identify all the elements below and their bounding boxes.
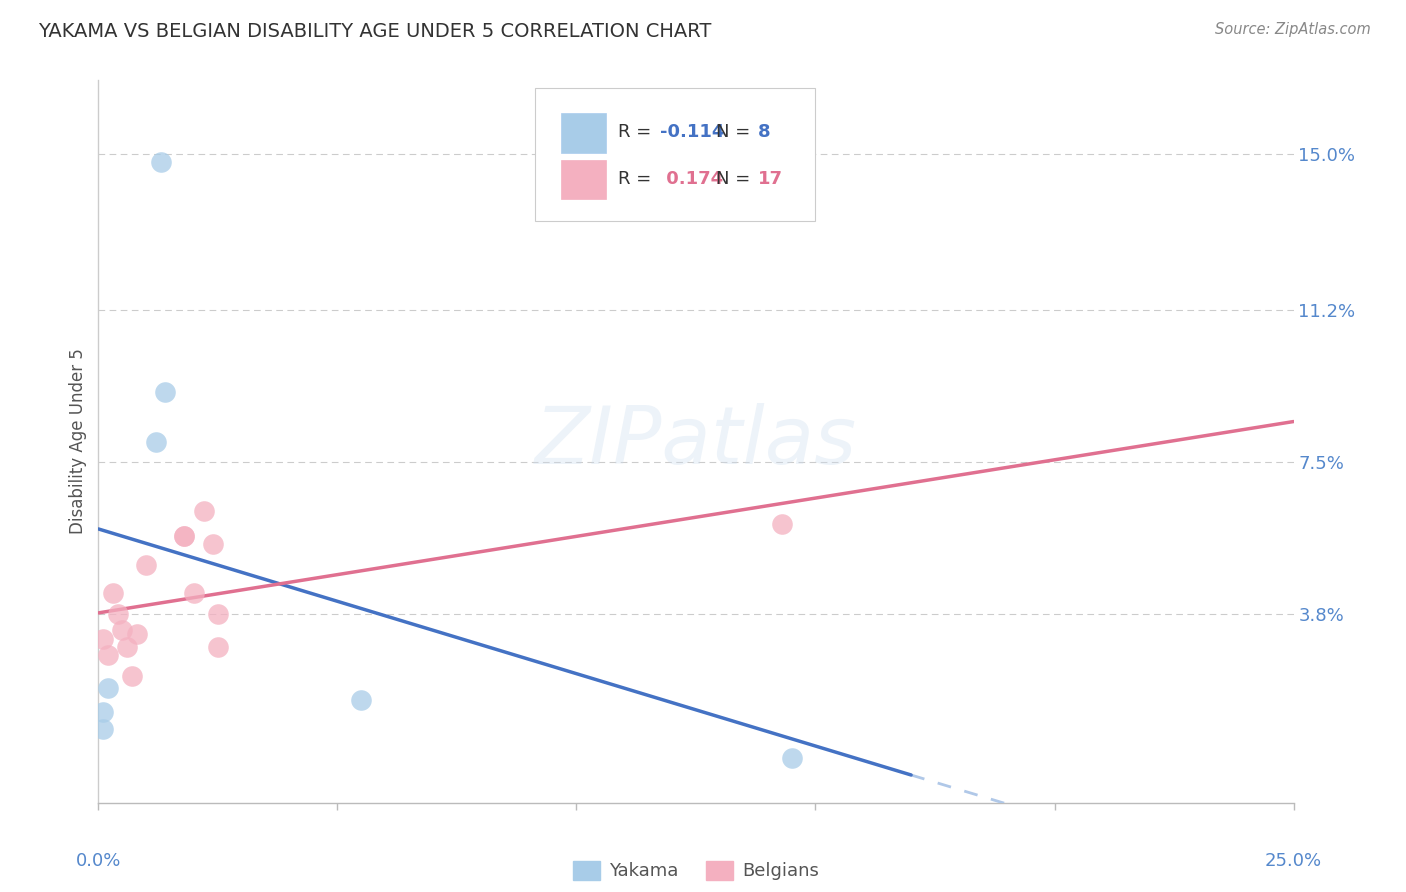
Point <box>115 640 138 654</box>
Point <box>107 607 129 621</box>
Point <box>91 722 114 736</box>
Point <box>202 537 225 551</box>
Point <box>207 640 229 654</box>
Text: Source: ZipAtlas.com: Source: ZipAtlas.com <box>1215 22 1371 37</box>
Text: 25.0%: 25.0% <box>1265 852 1322 870</box>
Text: N =: N = <box>716 170 756 188</box>
Point <box>91 632 114 646</box>
Legend: Yakama, Belgians: Yakama, Belgians <box>567 854 825 888</box>
Point <box>780 750 803 764</box>
Point <box>155 385 177 400</box>
Text: 0.174: 0.174 <box>661 170 723 188</box>
Point <box>145 434 167 449</box>
Text: ZIPatlas: ZIPatlas <box>534 402 858 481</box>
Point <box>121 668 143 682</box>
Text: 17: 17 <box>758 170 783 188</box>
Point <box>135 558 157 572</box>
Text: 8: 8 <box>758 123 770 141</box>
Point <box>91 706 114 720</box>
Point <box>207 607 229 621</box>
Point <box>101 586 124 600</box>
Y-axis label: Disability Age Under 5: Disability Age Under 5 <box>69 349 87 534</box>
Text: YAKAMA VS BELGIAN DISABILITY AGE UNDER 5 CORRELATION CHART: YAKAMA VS BELGIAN DISABILITY AGE UNDER 5… <box>38 22 711 41</box>
Text: R =: R = <box>619 123 657 141</box>
Point <box>173 529 195 543</box>
FancyBboxPatch shape <box>561 112 606 153</box>
Point <box>97 648 120 662</box>
Point <box>97 681 120 695</box>
Point <box>149 155 172 169</box>
Text: R =: R = <box>619 170 657 188</box>
Point <box>350 693 373 707</box>
Text: 0.0%: 0.0% <box>76 852 121 870</box>
FancyBboxPatch shape <box>561 160 606 200</box>
Point <box>183 586 205 600</box>
FancyBboxPatch shape <box>534 87 815 221</box>
Point <box>125 627 148 641</box>
Point <box>193 504 215 518</box>
Point <box>770 516 793 531</box>
Point <box>173 529 195 543</box>
Point <box>111 624 134 638</box>
Text: N =: N = <box>716 123 756 141</box>
Text: -0.114: -0.114 <box>661 123 724 141</box>
